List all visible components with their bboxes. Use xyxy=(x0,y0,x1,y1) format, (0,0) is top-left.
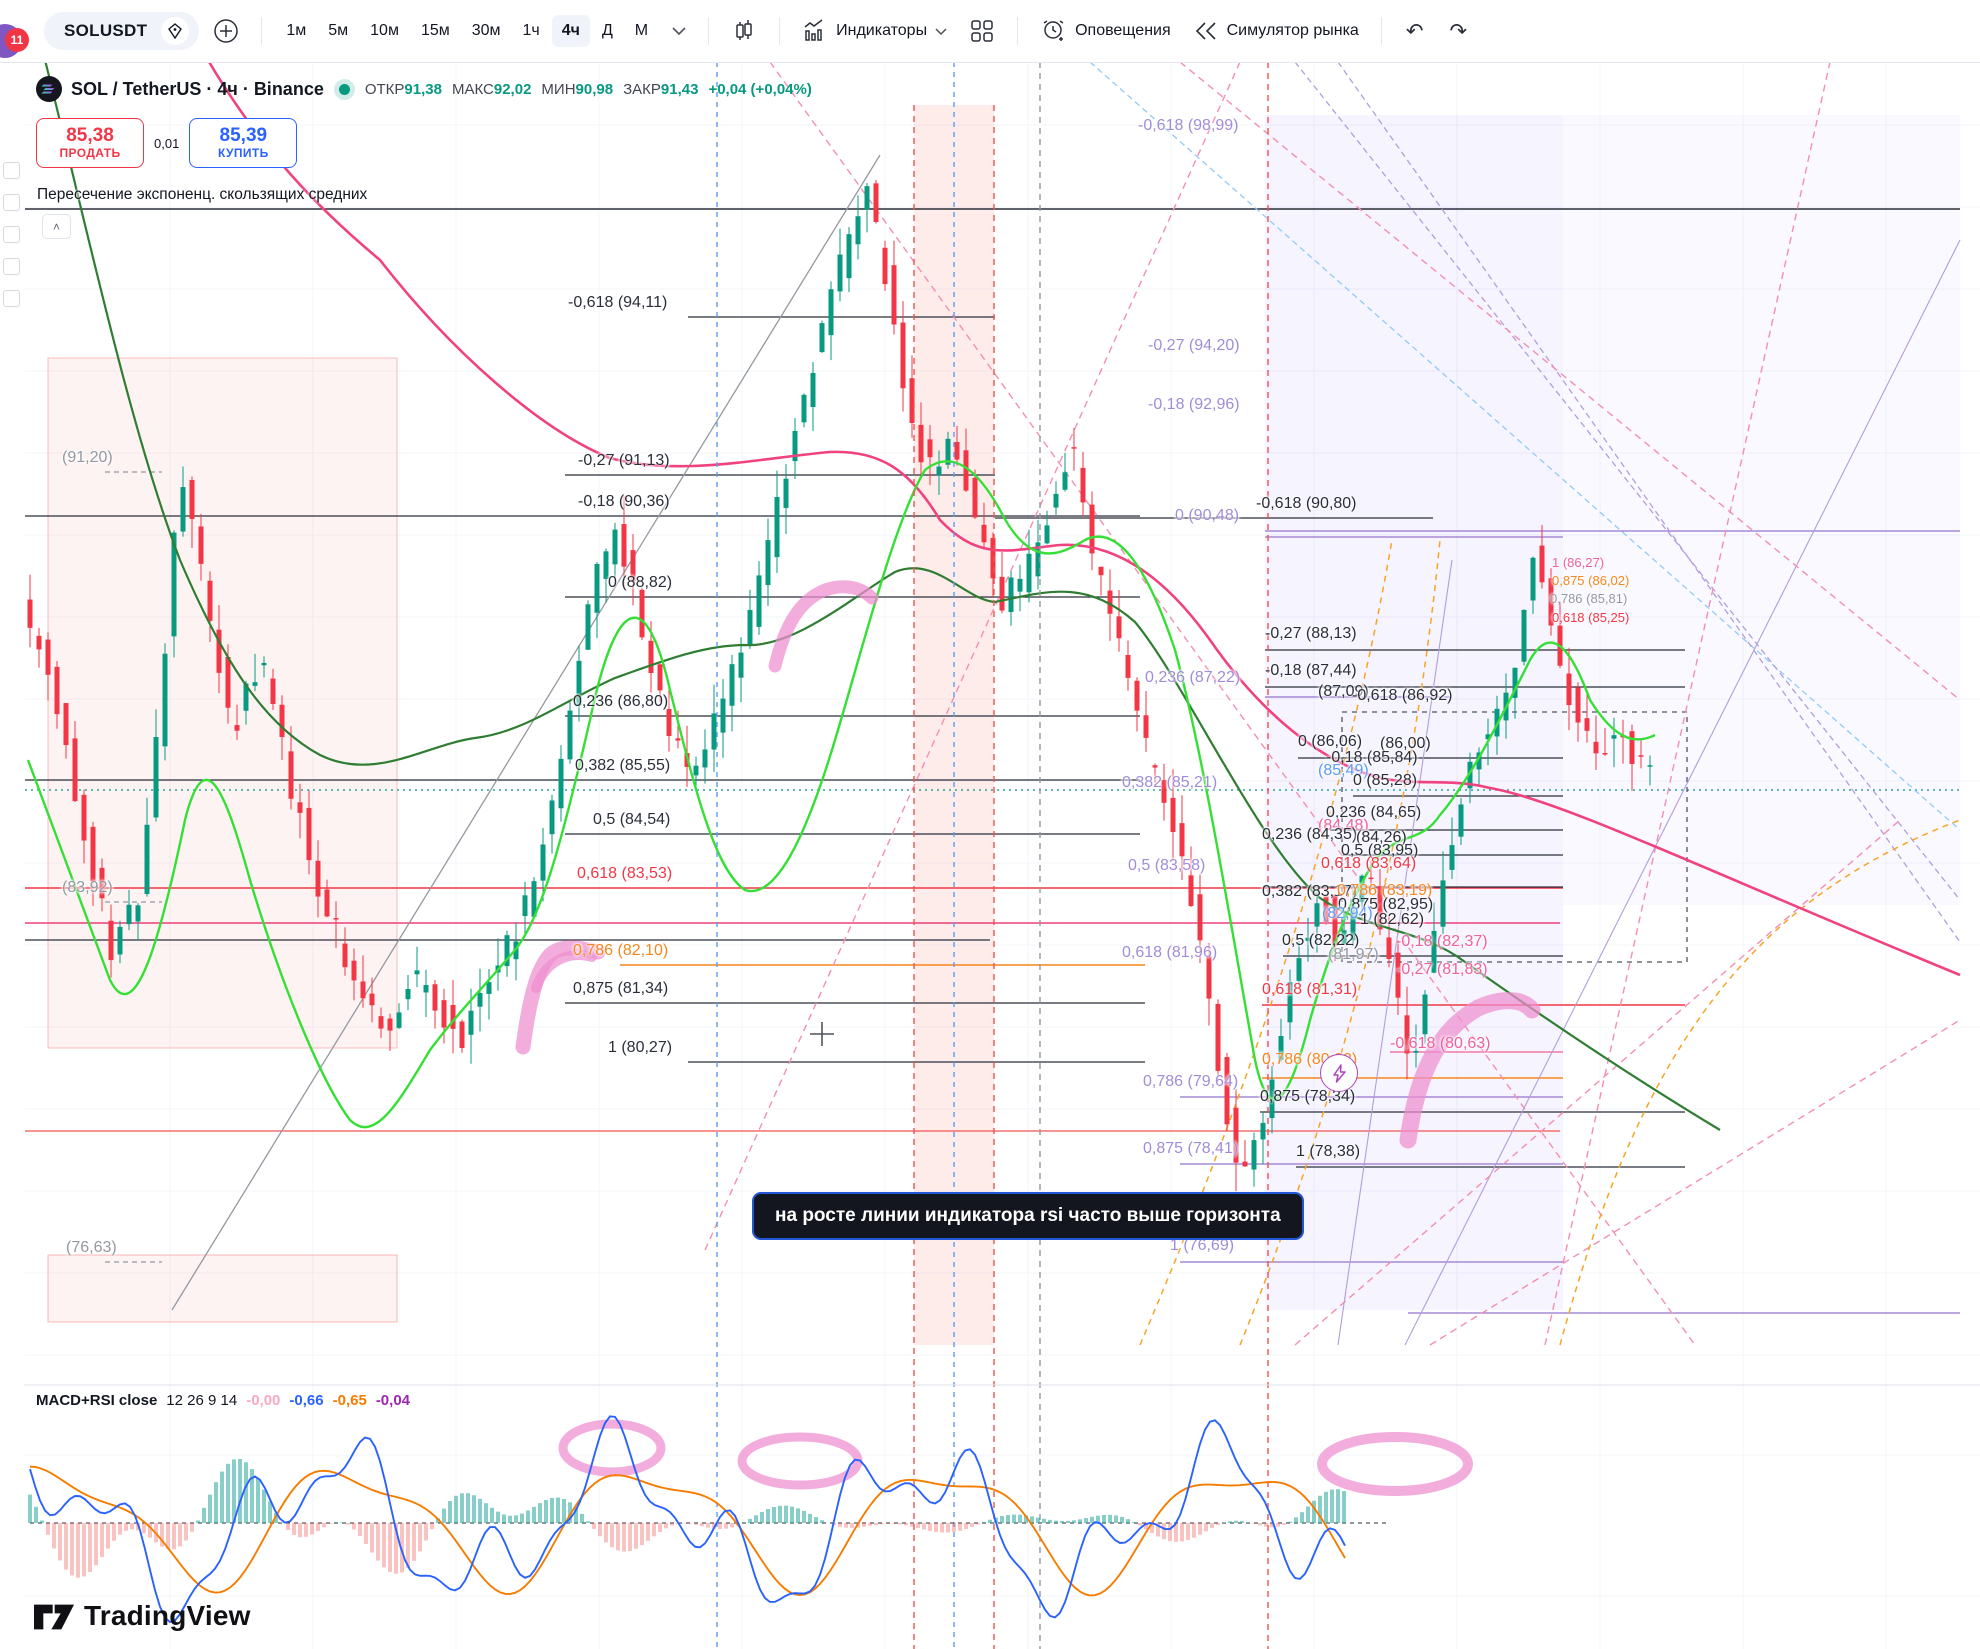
notification-badge[interactable]: 11 xyxy=(5,28,29,52)
ema-slow-pink xyxy=(203,54,1961,977)
diamond-icon xyxy=(161,17,190,45)
crosshair-icon xyxy=(810,1022,834,1046)
low-label: МИН xyxy=(541,80,576,98)
chart-title[interactable]: SOL / TetherUS · 4ч · Binance xyxy=(71,78,324,99)
ohlc-values: ОТКР91,38 МАКС92,02 МИН90,98 ЗАКР91,43 +… xyxy=(365,81,812,98)
close-value: 91,43 xyxy=(660,80,699,98)
timeframe-1ч[interactable]: 1ч xyxy=(513,15,550,47)
pink-arrow-1 xyxy=(515,940,606,1055)
timeframe-4ч[interactable]: 4ч xyxy=(551,15,590,47)
macd-value-hist: -0,00 xyxy=(246,1392,281,1409)
trend-lines xyxy=(171,61,1961,1346)
drawing-tool-icon[interactable] xyxy=(3,226,20,243)
sell-button[interactable]: 85,38 ПРОДАТЬ xyxy=(36,118,144,168)
high-label: МАКС xyxy=(451,80,494,98)
toolbar-separator xyxy=(779,17,781,45)
buy-price: 85,39 xyxy=(219,125,268,147)
collapse-indicator-button[interactable]: ˄ xyxy=(42,214,71,239)
chart-style-button[interactable] xyxy=(723,14,765,48)
sell-label: ПРОДАТЬ xyxy=(59,146,121,161)
drawing-tool-icon[interactable] xyxy=(3,290,20,307)
trade-panel: 85,38 ПРОДАТЬ 0,01 85,39 КУПИТЬ xyxy=(36,118,298,168)
timeframe-chevron-icon[interactable] xyxy=(664,23,694,39)
open-value: 91,38 xyxy=(404,80,442,98)
pink-arrow-3 xyxy=(1399,992,1541,1149)
toolbar-separator xyxy=(708,17,710,45)
macd-line xyxy=(29,1415,1346,1624)
timeframe-switcher: 1м 5м 10м 15м 30м 1ч 4ч Д М xyxy=(276,15,658,47)
pink-circle-2 xyxy=(737,1432,863,1490)
timeframe-М[interactable]: М xyxy=(625,15,658,47)
tradingview-mark-icon xyxy=(34,1604,74,1630)
timeframe-1м[interactable]: 1м xyxy=(276,15,316,47)
alerts-button[interactable]: Оповещения xyxy=(1032,12,1179,51)
indicators-label: Индикаторы xyxy=(836,22,928,39)
top-toolbar: 11 SOLUSDT 1м 5м 10м 15м 30м 1ч 4ч Д М Индикатор… xyxy=(0,0,1980,63)
symbol-search[interactable]: SOLUSDT xyxy=(44,12,200,50)
macd-value-signal: -0,65 xyxy=(332,1392,367,1409)
quick-trade-lightning-button[interactable] xyxy=(1320,1054,1358,1092)
drawing-tooltip[interactable]: на росте линии индикатора rsi часто выше… xyxy=(752,1192,1304,1240)
macd-rsi-lines xyxy=(29,1415,1346,1624)
market-simulator-button[interactable]: Симулятор рынка xyxy=(1185,14,1367,48)
drawing-tool-icon[interactable] xyxy=(3,258,20,275)
alerts-label: Оповещения xyxy=(1075,22,1171,39)
timeframe-5м[interactable]: 5м xyxy=(318,15,358,47)
market-status-dot[interactable] xyxy=(338,83,350,95)
pink-circle-3 xyxy=(1317,1432,1473,1496)
ema-slow-green xyxy=(43,59,1721,1131)
left-drawing-toolbar xyxy=(0,62,24,1649)
pink-arrow-2 xyxy=(768,580,879,673)
chevron-down-icon xyxy=(935,27,947,35)
add-symbol-button[interactable] xyxy=(205,14,247,48)
solana-icon xyxy=(36,76,62,102)
highlight-zones xyxy=(47,105,1563,1345)
drawing-tool-icon[interactable] xyxy=(3,162,20,179)
rsi-signal-line xyxy=(29,1465,1346,1597)
low-value: 90,98 xyxy=(575,80,614,98)
ema-fast-green xyxy=(26,460,1656,1129)
sell-price: 85,38 xyxy=(66,125,114,147)
macd-value-macd: -0,66 xyxy=(289,1392,324,1409)
undo-button[interactable]: ↶ xyxy=(1396,17,1434,46)
indicators-button[interactable]: Индикаторы xyxy=(794,12,955,50)
spread-value: 0,01 xyxy=(150,133,184,153)
open-label: ОТКР xyxy=(364,80,405,98)
toolbar-separator xyxy=(1380,17,1382,45)
ema-lines xyxy=(26,54,1961,1131)
high-value: 92,02 xyxy=(493,80,532,98)
pink-arrow-1-head xyxy=(531,950,597,993)
timeframe-30м[interactable]: 30м xyxy=(462,15,511,47)
layout-grid-button[interactable] xyxy=(961,14,1003,48)
buy-label: КУПИТЬ xyxy=(217,146,269,161)
macd-value-rsi: -0,04 xyxy=(375,1392,411,1409)
close-label: ЗАКР xyxy=(623,80,661,98)
buy-button[interactable]: 85,39 КУПИТЬ xyxy=(189,118,298,168)
toolbar-separator xyxy=(1017,17,1019,45)
pink-circle-1 xyxy=(558,1419,666,1477)
toolbar-separator xyxy=(261,17,263,45)
redo-button[interactable]: ↷ xyxy=(1439,17,1477,46)
macd-histogram xyxy=(28,1458,1346,1578)
chart-grid xyxy=(25,62,1980,1649)
symbol-name: SOLUSDT xyxy=(64,21,148,40)
change-value: +0,04 (+0,04%) xyxy=(708,80,812,98)
ema-cross-alert-label[interactable]: Пересечение экспоненц. скользящих средни… xyxy=(37,186,368,203)
macd-params: 12 26 9 14 xyxy=(166,1392,238,1409)
tradingview-logo[interactable]: TradingView xyxy=(34,1598,251,1634)
timeframe-10м[interactable]: 10м xyxy=(360,15,409,47)
timeframe-15м[interactable]: 15м xyxy=(411,15,460,47)
tradingview-wordmark: TradingView xyxy=(84,1600,251,1631)
timeframe-Д[interactable]: Д xyxy=(592,15,623,47)
chart-header: SOL / TetherUS · 4ч · Binance ОТКР91,38 … xyxy=(36,76,812,102)
macd-title: MACD+RSI close xyxy=(36,1392,158,1409)
simulator-label: Симулятор рынка xyxy=(1226,22,1359,39)
drawing-tool-icon[interactable] xyxy=(3,194,20,211)
macd-indicator-legend[interactable]: MACD+RSI close 12 26 9 14 -0,00 -0,66 -0… xyxy=(36,1392,410,1409)
